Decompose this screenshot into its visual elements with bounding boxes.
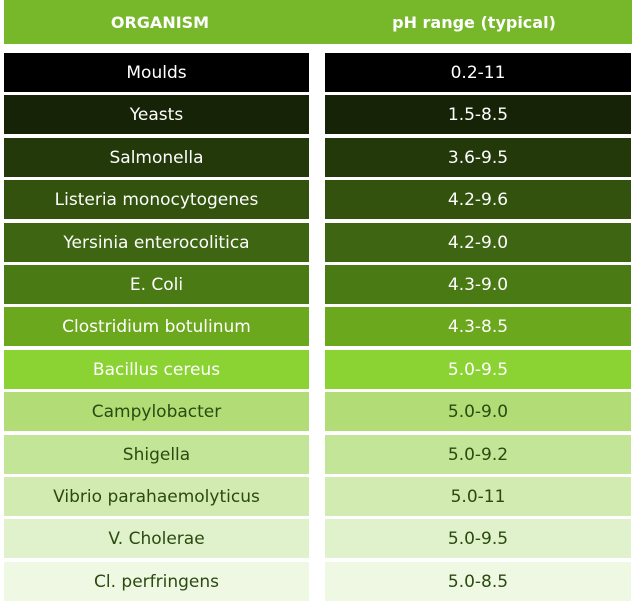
table-row: Campylobacter 5.0-9.0 — [0, 392, 636, 431]
ph-range-column-header: pH range (typical) — [392, 12, 556, 32]
organism-cell: Moulds — [4, 53, 309, 92]
organism-cell: Cl. perfringens — [4, 562, 309, 601]
organism-cell: Listeria monocytogenes — [4, 180, 309, 219]
table-row: Vibrio parahaemolyticus 5.0-11 — [0, 477, 636, 516]
organism-cell: Yeasts — [4, 95, 309, 134]
organism-cell: Salmonella — [4, 138, 309, 177]
table-row: Cl. perfringens 5.0-8.5 — [0, 562, 636, 601]
table-row: Clostridium botulinum 4.3-8.5 — [0, 307, 636, 346]
organism-cell: Shigella — [4, 435, 309, 474]
ph-range-cell: 0.2-11 — [325, 53, 631, 92]
table-row: Moulds 0.2-11 — [0, 53, 636, 92]
table-row: V. Cholerae 5.0-9.5 — [0, 519, 636, 558]
table-row: Shigella 5.0-9.2 — [0, 435, 636, 474]
organism-cell: Campylobacter — [4, 392, 309, 431]
ph-range-cell: 5.0-9.5 — [325, 350, 631, 389]
organism-cell: V. Cholerae — [4, 519, 309, 558]
table-row: Bacillus cereus 5.0-9.5 — [0, 350, 636, 389]
organism-cell: Clostridium botulinum — [4, 307, 309, 346]
table-row: E. Coli 4.3-9.0 — [0, 265, 636, 304]
table-row: Yeasts 1.5-8.5 — [0, 95, 636, 134]
organism-cell: E. Coli — [4, 265, 309, 304]
table-row: Salmonella 3.6-9.5 — [0, 138, 636, 177]
ph-range-cell: 5.0-8.5 — [325, 562, 631, 601]
ph-range-cell: 5.0-9.2 — [325, 435, 631, 474]
ph-range-cell: 1.5-8.5 — [325, 95, 631, 134]
organism-cell: Vibrio parahaemolyticus — [4, 477, 309, 516]
organism-column-header: ORGANISM — [110, 12, 210, 32]
ph-range-cell: 4.2-9.6 — [325, 180, 631, 219]
table-row: Yersinia enterocolitica 4.2-9.0 — [0, 223, 636, 262]
organism-cell: Yersinia enterocolitica — [4, 223, 309, 262]
ph-range-cell: 4.3-8.5 — [325, 307, 631, 346]
organism-cell: Bacillus cereus — [4, 350, 309, 389]
table-row: Listeria monocytogenes 4.2-9.6 — [0, 180, 636, 219]
table-header: ORGANISM pH range (typical) — [4, 0, 632, 44]
ph-range-cell: 3.6-9.5 — [325, 138, 631, 177]
ph-range-cell: 4.3-9.0 — [325, 265, 631, 304]
ph-range-cell: 5.0-9.0 — [325, 392, 631, 431]
ph-range-cell: 5.0-9.5 — [325, 519, 631, 558]
ph-range-cell: 4.2-9.0 — [325, 223, 631, 262]
ph-range-cell: 5.0-11 — [325, 477, 631, 516]
